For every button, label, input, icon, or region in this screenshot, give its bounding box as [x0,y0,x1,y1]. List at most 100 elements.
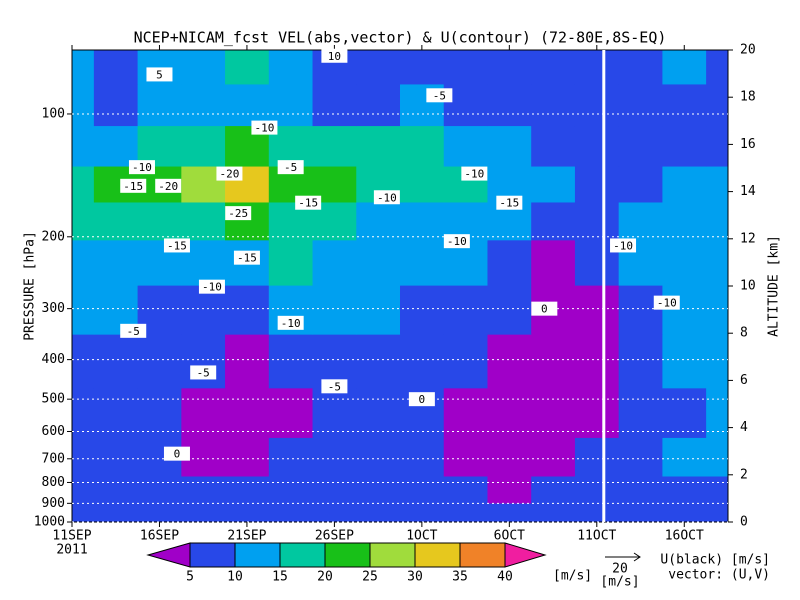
field-cell [487,50,532,85]
field-cell [356,285,401,335]
x-tick-label: 11OCT [577,529,616,544]
field-cell [531,387,576,438]
y-axis-label: PRESSURE [hPa] [23,231,38,341]
contour-label: -15 [499,197,519,210]
field-cell [400,503,445,522]
field-cell [312,285,357,335]
y-tick-label: 700 [42,451,65,466]
field-cell [268,50,314,85]
colorbar-label: 25 [362,570,378,585]
field-cell [268,239,314,286]
field-cell [312,125,357,167]
contour-label: -10 [447,235,467,248]
field-cell [706,503,728,522]
field-cell [706,239,728,286]
field-cell [531,437,576,477]
field-cell [400,475,445,504]
field-cell [137,334,182,389]
field-cell [400,239,445,286]
field-cell [487,83,532,127]
field-cell [662,201,707,241]
contour-label-box [198,279,225,294]
y-tick-label: 200 [42,229,65,244]
field-cell [181,125,226,167]
field-cell [531,475,576,504]
contour-label-box [321,379,348,394]
field-cell [574,503,620,522]
field-cell [618,201,663,241]
field-cell [662,387,707,438]
field-cell [443,334,488,389]
field-cell [706,125,728,167]
y-tick-label: 500 [42,392,65,407]
field-cell [400,166,445,203]
colorbar-box [324,542,371,568]
x-tick-label: 11SEP [52,529,91,544]
y2-tick-label: 2 [740,467,748,482]
contour-label-box [233,250,260,265]
colorbar-box [459,542,506,568]
contour-label: -15 [123,180,143,193]
field-cell [487,437,532,477]
field-cell [93,334,139,389]
contour-label-box [426,88,453,103]
reference-unit: [m/s] [600,575,639,590]
field-cell [225,50,270,85]
y-tick-label: 800 [42,475,65,490]
field-cell [487,285,532,335]
field-cell [137,503,182,522]
field-cell [706,387,728,438]
field-cell [662,503,707,522]
field-cell [574,125,620,167]
contour-label: -10 [281,317,301,330]
contour-label: -25 [228,207,248,220]
field-cell [93,239,139,286]
contour-label: -5 [127,325,140,338]
field-cell [268,83,314,127]
contour-label: -10 [254,122,274,135]
y2-tick-label: 16 [740,137,756,152]
contour-label: -20 [158,180,178,193]
field-cell [72,285,95,335]
field-cell [400,285,445,335]
field-cell [72,125,95,167]
field-cell [181,334,226,389]
field-cell [181,83,226,127]
field-cell [137,475,182,504]
y2-tick-label: 6 [740,373,748,388]
field-cell [356,50,401,85]
field-cell [181,201,226,241]
field-cell [181,475,226,504]
field-cell [312,437,357,477]
contour-label-box [155,178,182,193]
field-cell [93,201,139,241]
field-cell [531,239,576,286]
contour-label: -15 [298,197,318,210]
contour-label-box [277,315,304,330]
field [72,50,728,522]
colorbar-unit: [m/s] [553,569,592,584]
field-cell [93,387,139,438]
field-cell [400,125,445,167]
field-cell [487,387,532,438]
contour-label: -5 [284,161,297,174]
field-cell [531,50,576,85]
field-cell [443,50,488,85]
field-cell [662,166,707,203]
field-cell [93,503,139,522]
field-cell [618,475,663,504]
y2-tick-label: 10 [740,279,756,294]
contour-label-box [373,190,400,205]
colorbar-box [279,542,326,568]
field-cell [137,83,182,127]
contour-label: 10 [328,50,341,63]
contour-label-box [653,295,680,310]
field-cell [93,437,139,477]
field-cell [72,83,95,127]
field-cell [574,50,620,85]
field-cell [662,83,707,127]
colorbar-label: 20 [317,570,333,585]
x-tick-label: 21SEP [227,529,266,544]
field-cell [531,503,576,522]
field-cell [225,503,270,522]
